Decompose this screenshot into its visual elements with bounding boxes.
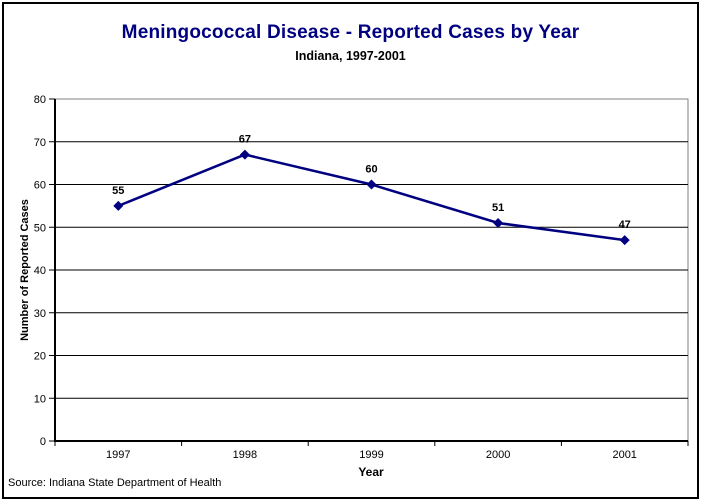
data-point-marker <box>113 200 124 211</box>
chart-title: Meningococcal Disease - Reported Cases b… <box>121 22 580 43</box>
data-point-label: 55 <box>112 185 124 197</box>
data-point-label: 67 <box>239 134 251 146</box>
y-tick-label: 50 <box>34 222 46 234</box>
y-tick-label: 40 <box>34 265 46 277</box>
x-category-label: 1997 <box>106 449 130 461</box>
y-tick-label: 70 <box>34 137 46 149</box>
y-tick-label: 30 <box>34 308 46 320</box>
x-category-label: 1999 <box>359 449 383 461</box>
chart-subtitle: Indiana, 1997-2001 <box>295 49 406 63</box>
y-tick-label: 0 <box>40 436 46 448</box>
data-point-marker <box>493 217 504 228</box>
x-category-label: 2000 <box>486 449 510 461</box>
source-note: Source: Indiana State Department of Heal… <box>8 477 222 489</box>
y-tick-label: 10 <box>34 393 46 405</box>
y-tick-label: 80 <box>34 94 46 106</box>
data-point-marker <box>366 179 377 190</box>
data-point-label: 51 <box>492 202 504 214</box>
x-axis-title: Year <box>358 465 384 479</box>
data-point-label: 47 <box>619 219 631 231</box>
x-category-label: 2001 <box>612 449 636 461</box>
y-tick-label: 20 <box>34 351 46 363</box>
data-point-marker <box>239 149 250 160</box>
y-tick-label: 60 <box>34 180 46 192</box>
data-point-label: 60 <box>365 164 377 176</box>
data-point-marker <box>619 235 630 246</box>
x-category-label: 1998 <box>233 449 257 461</box>
